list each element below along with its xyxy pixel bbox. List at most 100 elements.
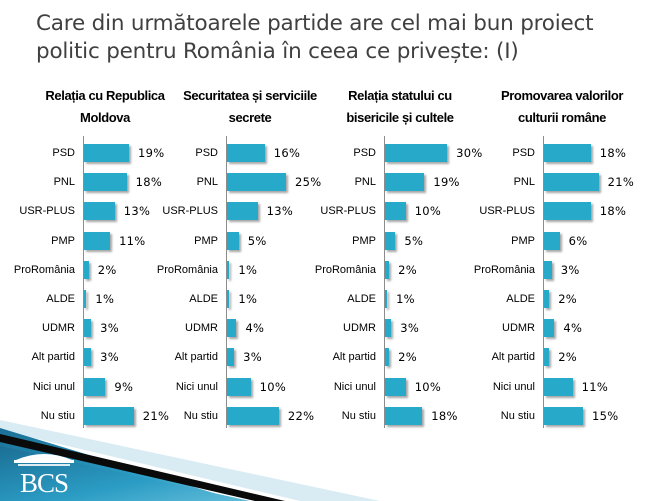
data-label: 3% xyxy=(400,321,420,336)
bar-pmp xyxy=(84,231,111,250)
data-label: 18% xyxy=(135,175,163,190)
logo-dome-icon xyxy=(16,454,72,460)
bar-nici-unul xyxy=(385,377,406,396)
category-label: PSD xyxy=(52,147,75,159)
data-label: 2% xyxy=(398,262,417,277)
category-label: USR-PLUS xyxy=(479,205,535,218)
data-label: 15% xyxy=(592,408,619,423)
chart-title-line: secrete xyxy=(228,110,272,125)
category-label: UDMR xyxy=(343,322,376,335)
bar-psd xyxy=(84,144,130,162)
category-label: ProRomânia xyxy=(13,263,75,276)
category-axis xyxy=(384,136,385,428)
bar-proromânia xyxy=(227,260,230,279)
data-label: 19% xyxy=(433,175,460,190)
chart-title: Relația cu Republica Moldova xyxy=(30,85,180,129)
chart-title-line: Relația cu Republica xyxy=(45,88,165,103)
data-label: 22% xyxy=(287,408,315,423)
chart-title-line: bisericile și cultele xyxy=(346,110,454,125)
bar-nici-unul xyxy=(227,377,251,396)
category-label: PMP xyxy=(51,234,75,247)
category-label: Nici unul xyxy=(175,380,218,393)
category-label: Alt partid xyxy=(31,351,75,364)
bar-pmp xyxy=(227,231,239,250)
category-label: ALDE xyxy=(46,293,75,305)
category-label: PNL xyxy=(53,176,75,189)
category-axis xyxy=(543,136,544,428)
data-label: 11% xyxy=(119,233,146,248)
category-label: ProRomânia xyxy=(156,263,218,276)
bar-udmr xyxy=(84,319,92,338)
data-label: 2% xyxy=(558,292,578,306)
category-label: Alt partid xyxy=(491,351,535,364)
data-label: 21% xyxy=(607,175,635,190)
bar-pnl xyxy=(227,173,286,192)
category-label: PNL xyxy=(196,176,218,189)
chart-title-line: Relația statului cu xyxy=(348,88,452,103)
chart-title: Relația statului cu bisericile și cultele xyxy=(325,85,475,129)
logo-frieze xyxy=(18,464,70,466)
data-label: 25% xyxy=(295,175,322,190)
bar-proromânia xyxy=(385,260,390,279)
category-label: PMP xyxy=(194,234,218,247)
data-label: 11% xyxy=(581,379,609,394)
data-label: 3% xyxy=(560,262,580,277)
category-label: UDMR xyxy=(42,322,75,335)
logo-beam xyxy=(14,460,74,463)
data-label: 13% xyxy=(123,204,151,219)
data-label: 10% xyxy=(259,379,287,394)
data-label: 3% xyxy=(243,350,262,365)
bar-proromânia xyxy=(544,260,552,279)
category-label: ProRomânia xyxy=(314,263,376,276)
data-label: 21% xyxy=(142,408,170,423)
bar-alde xyxy=(227,290,230,308)
data-label: 10% xyxy=(414,204,442,219)
data-label: 9% xyxy=(114,379,134,394)
category-label: Nu stiu xyxy=(183,409,218,422)
data-label: 18% xyxy=(599,146,627,160)
category-label: USR-PLUS xyxy=(320,205,376,218)
footer-light-stripe xyxy=(0,420,380,501)
bar-alde xyxy=(544,290,550,308)
data-label: 16% xyxy=(273,146,301,160)
bar-alt-partid xyxy=(84,348,92,367)
bar-usr-plus xyxy=(385,202,406,221)
bar-psd xyxy=(544,144,591,162)
bar-nici-unul xyxy=(544,377,573,396)
bar-proromânia xyxy=(84,260,89,279)
slide-title-line-2: politic pentru România în ceea ce priveș… xyxy=(36,39,519,64)
data-label: 30% xyxy=(456,146,483,160)
data-label: 3% xyxy=(100,321,119,336)
bar-nu-stiu xyxy=(227,406,279,425)
bar-alde xyxy=(385,290,388,308)
bar-pmp xyxy=(385,231,396,250)
bar-pmp xyxy=(544,231,560,250)
bar-alde xyxy=(84,290,87,308)
category-label: Nu stiu xyxy=(341,409,376,422)
category-label: UDMR xyxy=(185,322,218,335)
category-label: PMP xyxy=(511,234,535,247)
bar-udmr xyxy=(385,319,392,338)
category-label: Nici unul xyxy=(333,380,376,393)
data-label: 1% xyxy=(238,262,258,277)
data-label: 13% xyxy=(266,204,294,219)
category-label: Nu stiu xyxy=(500,409,535,422)
slide-title-line-1: Care din următoarele partide are cel mai… xyxy=(36,11,594,36)
data-label: 2% xyxy=(97,262,117,277)
bar-nu-stiu xyxy=(84,406,134,425)
category-label: ALDE xyxy=(347,293,376,305)
category-label: ALDE xyxy=(506,293,535,305)
data-label: 1% xyxy=(396,292,415,306)
data-label: 1% xyxy=(238,292,258,306)
category-label: Nici unul xyxy=(32,380,75,393)
bar-psd xyxy=(385,144,448,162)
category-label: ALDE xyxy=(189,293,218,305)
data-label: 2% xyxy=(558,350,578,365)
bar-pnl xyxy=(544,173,599,192)
data-label: 3% xyxy=(100,350,119,365)
bar-udmr xyxy=(227,319,237,338)
footer-decoration xyxy=(0,420,380,501)
data-label: 1% xyxy=(95,292,115,306)
bar-usr-plus xyxy=(84,202,115,221)
bar-usr-plus xyxy=(227,202,258,221)
